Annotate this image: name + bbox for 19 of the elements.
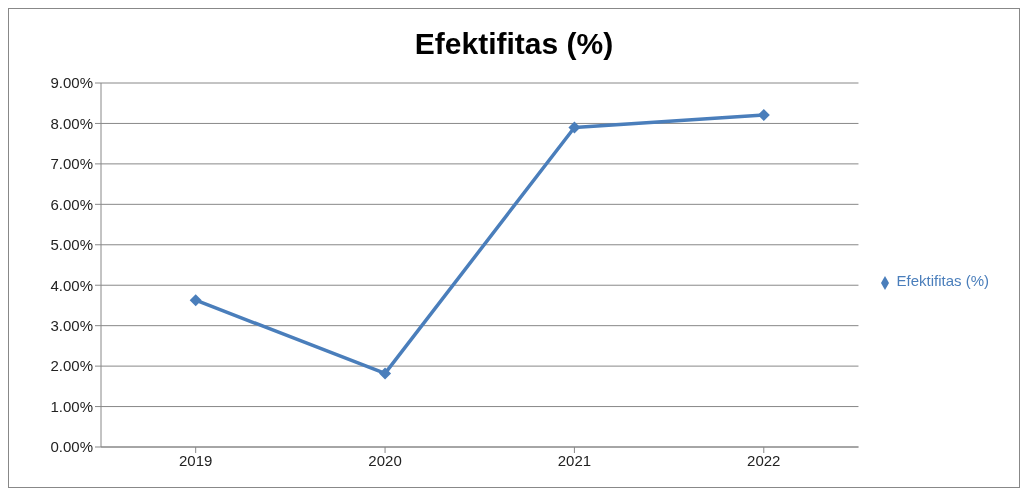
x-tick-label: 2019 (179, 451, 213, 469)
y-tick-label: 6.00% (50, 195, 93, 213)
point (379, 367, 392, 380)
y-tick-label: 2.00% (50, 357, 93, 375)
y-tick-label: 8.00% (50, 114, 93, 132)
point (568, 121, 581, 134)
y-tick-label: 1.00% (50, 397, 93, 415)
y-tick-label: 3.00% (50, 316, 93, 334)
legend-label: Efektifitas (%) (896, 272, 989, 290)
point (189, 294, 202, 307)
x-tick-label: 2020 (368, 451, 402, 469)
x-tick-label: 2022 (747, 451, 781, 469)
y-tick-label: 4.00% (50, 276, 93, 294)
x-tick-label: 2021 (557, 451, 592, 469)
chart-title: Efektifitas (%) (413, 26, 615, 62)
y-tick-label: 0.00% (50, 438, 93, 456)
y-tick-label: 5.00% (50, 236, 93, 254)
y-tick-label: 9.00% (50, 74, 93, 92)
y-tick-label: 7.00% (50, 155, 93, 173)
